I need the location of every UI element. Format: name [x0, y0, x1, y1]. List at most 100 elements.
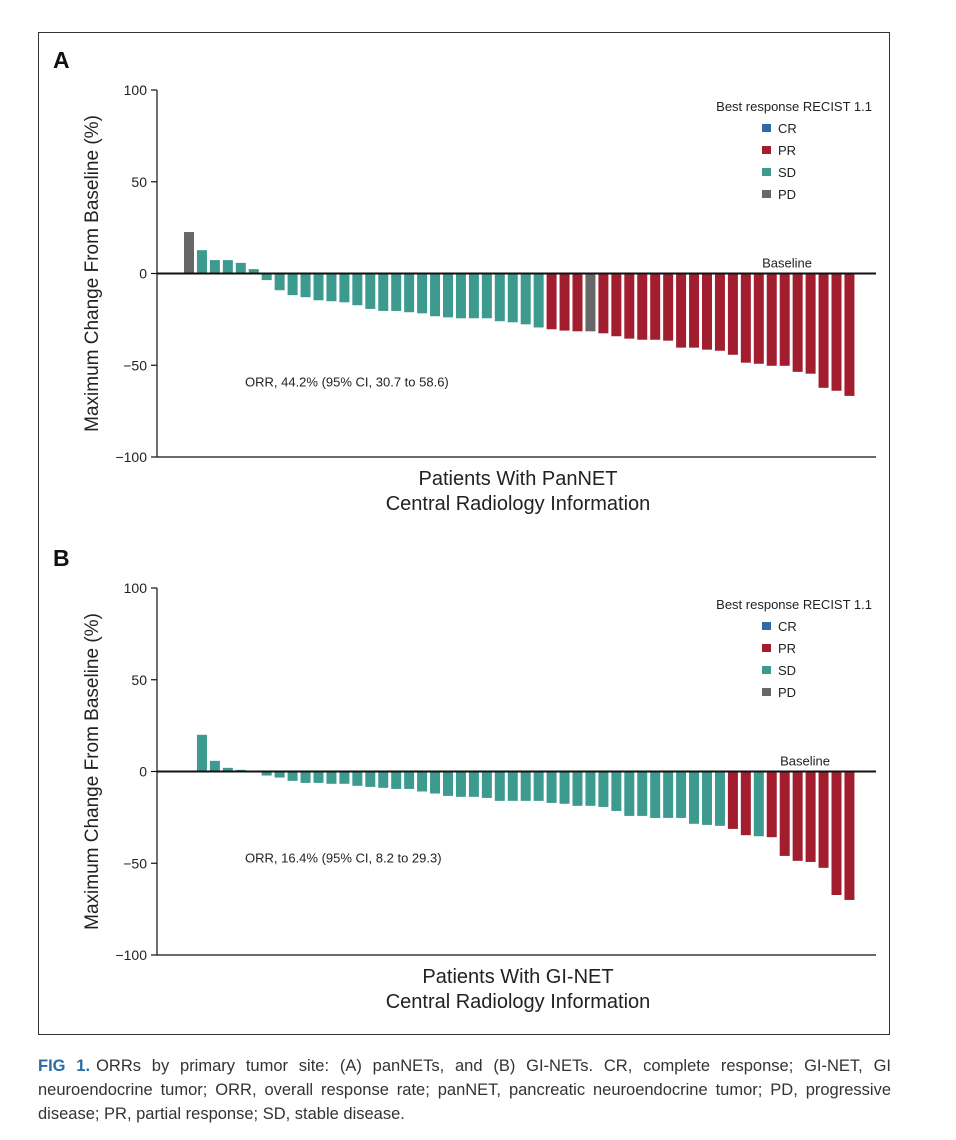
bar-sd [559, 771, 570, 804]
y-tick-label: −100 [115, 449, 147, 465]
bar-pr [637, 273, 648, 340]
bar-pr [805, 771, 816, 862]
legend-label-pd: PD [778, 187, 796, 202]
bar-pr [611, 273, 622, 337]
bar-pr [663, 273, 674, 341]
y-tick-label: −50 [123, 357, 147, 373]
figure-caption: FIG 1. ORRs by primary tumor site: (A) pa… [38, 1054, 891, 1126]
bar-sd [313, 771, 324, 783]
y-tick-label: 0 [139, 764, 147, 780]
bar-sd [546, 771, 557, 803]
bar-sd [261, 771, 272, 776]
bar-pr [727, 273, 738, 355]
bar-pr [753, 273, 764, 364]
bar-sd [702, 771, 712, 825]
orr-annotation: ORR, 16.4% (95% CI, 8.2 to 29.3) [245, 851, 442, 866]
bar-pr [650, 273, 661, 340]
figure-frame [38, 32, 890, 1035]
x-axis-label: Central Radiology Information [386, 991, 651, 1013]
bar-sd [572, 771, 583, 806]
legend-title: Best response RECIST 1.1 [716, 99, 872, 114]
bar-sd [209, 260, 220, 274]
bar-sd [689, 771, 700, 824]
bar-sd [287, 273, 298, 296]
bar-sd [650, 771, 661, 818]
bar-pr [831, 273, 842, 391]
bar-pr [740, 273, 751, 363]
legend-label-pr: PR [778, 641, 796, 656]
bar-pr [844, 273, 855, 396]
bar-sd [235, 262, 246, 274]
bar-sd [714, 771, 725, 826]
bar-pr [572, 273, 583, 332]
bar-sd [404, 273, 415, 313]
bar-pr [559, 273, 570, 331]
bar-pr [766, 771, 777, 838]
bar-sd [300, 771, 311, 783]
y-tick-label: 0 [139, 266, 147, 282]
bar-sd [352, 771, 363, 786]
bar-pr [805, 273, 816, 374]
legend-label-cr: CR [778, 619, 797, 634]
legend-label-pr: PR [778, 143, 796, 158]
bar-sd [585, 771, 596, 806]
bar-pr [676, 273, 687, 348]
baseline-label: Baseline [762, 256, 812, 271]
legend-title: Best response RECIST 1.1 [716, 597, 872, 612]
bar-pr [844, 771, 855, 900]
bar-sd [455, 771, 466, 797]
bar-sd [443, 771, 453, 796]
legend-swatch-pd [762, 190, 771, 198]
bar-pr [779, 771, 790, 856]
bar-sd [326, 273, 337, 302]
legend-swatch-pd [762, 688, 771, 696]
bar-pr [818, 273, 829, 388]
bar-pr [624, 273, 635, 339]
bar-pd [184, 232, 194, 274]
bar-sd [507, 273, 518, 323]
y-tick-label: 100 [124, 580, 148, 596]
bar-sd [494, 273, 505, 322]
y-tick-label: −50 [123, 855, 147, 871]
bar-sd [481, 273, 492, 319]
bar-sd [365, 273, 376, 309]
bar-sd [404, 771, 415, 789]
bar-sd [753, 771, 764, 837]
bar-sd [391, 273, 402, 311]
bar-sd [520, 273, 531, 325]
panel-label: A [53, 47, 70, 73]
caption-label: FIG 1. [38, 1057, 91, 1075]
legend-swatch-pr [762, 644, 771, 652]
legend-label-sd: SD [778, 663, 796, 678]
legend-swatch-cr [762, 622, 771, 630]
bar-pr [766, 273, 777, 366]
bar-pr [714, 273, 725, 351]
y-tick-label: −100 [115, 947, 147, 963]
bar-sd [261, 273, 272, 281]
bar-sd [663, 771, 674, 818]
y-tick-label: 100 [124, 82, 148, 98]
bar-sd [637, 771, 648, 816]
bar-sd [611, 771, 622, 811]
bar-sd [533, 273, 544, 328]
bar-sd [468, 771, 479, 797]
bar-sd [430, 771, 441, 794]
bar-sd [417, 273, 428, 314]
bar-pr [598, 273, 609, 334]
bar-pd [585, 273, 596, 332]
x-axis-label: Central Radiology Information [386, 493, 651, 515]
bar-sd [520, 771, 531, 801]
bar-sd [365, 771, 376, 787]
bar-sd [533, 771, 544, 801]
bar-pr [818, 771, 829, 868]
bar-sd [222, 260, 233, 274]
bar-sd [352, 273, 363, 306]
x-axis-label: Patients With PanNET [419, 468, 618, 490]
y-axis-label: Maximum Change From Baseline (%) [82, 115, 103, 432]
bar-pr [740, 771, 751, 836]
bar-pr [792, 771, 803, 861]
bar-sd [196, 250, 207, 274]
bar-sd [598, 771, 609, 807]
bar-sd [313, 273, 324, 301]
bar-sd [468, 273, 479, 319]
